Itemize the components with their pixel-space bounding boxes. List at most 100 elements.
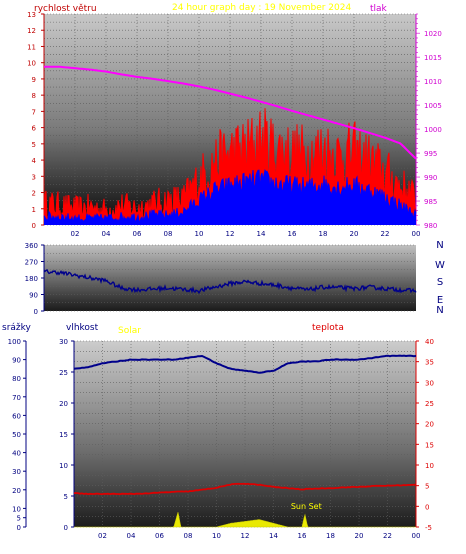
humidity-tick-label: 10 <box>59 462 68 470</box>
x-tick-label: 14 <box>257 230 266 238</box>
left-tick-label: 4 <box>32 157 37 165</box>
x-tick-label: 20 <box>350 230 359 238</box>
x-tick-label: 02 <box>98 532 107 540</box>
humidity-axis-title: vlhkost <box>66 323 99 333</box>
compass-letter-s: S <box>437 277 443 288</box>
rain-tick-label: 50 <box>12 431 21 439</box>
rain-tick-label: 100 <box>8 338 21 346</box>
x-tick-label: 10 <box>212 532 221 540</box>
left-tick-label: 3 <box>32 173 36 181</box>
dir-tick-label: 360 <box>25 242 38 250</box>
humidity-tick-label: 20 <box>59 400 68 408</box>
x-tick-label: 14 <box>269 532 278 540</box>
chart-title: 24 hour graph day : 19 November 2024 <box>172 3 351 13</box>
right-tick-label: 1015 <box>424 54 442 62</box>
rain-tick-label: 60 <box>12 412 21 420</box>
x-tick-label: 06 <box>133 230 142 238</box>
wind-gust-series-line <box>43 108 417 222</box>
temperature-tick-label: 10 <box>425 462 434 470</box>
left-tick-label: 7 <box>32 108 36 116</box>
x-tick-label: 06 <box>155 532 164 540</box>
x-tick-label: 02 <box>71 230 80 238</box>
rain-axis-title: srážky <box>2 323 32 333</box>
rain-tick-label: 20 <box>12 487 21 495</box>
right-tick-label: 1005 <box>424 102 442 110</box>
temperature-tick-label: 20 <box>425 421 434 429</box>
rain-tick-label: 70 <box>12 394 21 402</box>
humidity-tick-label: 15 <box>59 431 68 439</box>
left-tick-label: 2 <box>32 190 36 198</box>
wind-avg-series-area <box>44 170 416 225</box>
solar-label: Solar <box>118 326 141 336</box>
humidity-tick-label: 5 <box>64 493 68 501</box>
wind-direction-series <box>43 269 417 295</box>
x-tick-label: 12 <box>226 230 235 238</box>
left-tick-label: 0 <box>32 222 36 230</box>
x-tick-label: 22 <box>383 532 392 540</box>
x-tick-label: 08 <box>184 532 193 540</box>
x-tick-label: 12 <box>241 532 250 540</box>
compass-letter-e: E <box>437 295 443 306</box>
rain-tick-label: 5 <box>17 515 21 523</box>
humidity-series <box>73 354 417 374</box>
right-tick-label: 1000 <box>424 126 442 134</box>
humidity-tick-label: 0 <box>64 524 68 532</box>
x-tick-label: 20 <box>355 532 364 540</box>
left-tick-label: 8 <box>32 92 36 100</box>
x-tick-label: 08 <box>164 230 173 238</box>
left-tick-label: 13 <box>27 11 36 19</box>
dir-tick-label: 90 <box>29 292 38 300</box>
right-tick-label: 1020 <box>424 30 442 38</box>
left-tick-label: 1 <box>32 206 36 214</box>
temperature-tick-label: 25 <box>425 400 434 408</box>
solar-series <box>74 512 416 528</box>
pressure-series <box>44 65 417 160</box>
right-tick-label: 1010 <box>424 78 442 86</box>
x-tick-label: 16 <box>298 532 307 540</box>
temperature-tick-label: 0 <box>425 503 429 511</box>
compass-letter-n: N <box>436 240 443 251</box>
x-tick-label: 00 <box>412 532 421 540</box>
humidity-tick-label: 25 <box>59 369 68 377</box>
right-tick-label: 995 <box>424 150 437 158</box>
right-tick-label: 980 <box>424 222 437 230</box>
dir-tick-label: 180 <box>25 275 38 283</box>
temperature-tick-label: 15 <box>425 441 434 449</box>
left-tick-label: 9 <box>32 76 36 84</box>
temperature-tick-label: 40 <box>425 338 434 346</box>
temperature-tick-label: 35 <box>425 359 434 367</box>
left-tick-label: 12 <box>27 27 36 35</box>
x-tick-label: 22 <box>381 230 390 238</box>
rain-tick-label: 30 <box>12 468 21 476</box>
left-tick-label: 6 <box>32 125 37 133</box>
humidity-tick-label: 30 <box>59 338 68 346</box>
left-axis-title: rychlost větru <box>34 4 97 14</box>
temperature-series <box>73 482 417 496</box>
left-tick-label: 11 <box>27 43 36 51</box>
temperature-axis-title: teplota <box>312 323 344 333</box>
right-tick-label: 990 <box>424 174 437 182</box>
rain-tick-label: 0 <box>17 524 21 532</box>
x-tick-label: 16 <box>288 230 297 238</box>
rain-tick-label: 90 <box>12 357 21 365</box>
right-tick-label: 985 <box>424 198 437 206</box>
temperature-tick-label: 5 <box>425 483 429 491</box>
x-tick-label: 10 <box>195 230 204 238</box>
rain-tick-label: 40 <box>12 450 21 458</box>
rain-tick-label: 10 <box>12 505 21 513</box>
sunset-annotation: Sun Set <box>291 502 322 511</box>
compass-letter-n: N <box>436 305 443 316</box>
x-tick-label: 04 <box>127 532 136 540</box>
dir-tick-label: 0 <box>34 308 38 316</box>
left-tick-label: 10 <box>27 60 36 68</box>
x-tick-label: 18 <box>319 230 328 238</box>
dir-tick-label: 270 <box>25 259 38 267</box>
left-tick-label: 5 <box>32 141 36 149</box>
x-tick-label: 04 <box>102 230 111 238</box>
temperature-tick-label: 30 <box>425 379 434 387</box>
compass-letter-w: W <box>435 260 445 271</box>
x-tick-label: 00 <box>412 230 421 238</box>
x-tick-label: 18 <box>326 532 335 540</box>
